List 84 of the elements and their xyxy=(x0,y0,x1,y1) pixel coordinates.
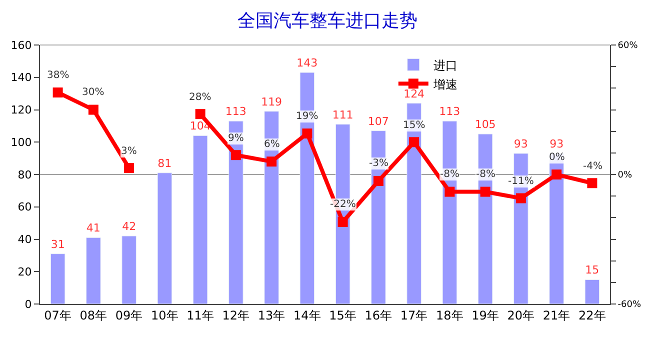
data-label: 143 xyxy=(296,56,318,70)
bar xyxy=(192,135,208,304)
data-label: -4% xyxy=(583,161,602,172)
bar xyxy=(50,254,66,304)
data-label: 111 xyxy=(332,108,354,122)
x-tick-label: 12年 xyxy=(222,308,250,322)
x-tick-label: 16年 xyxy=(364,308,392,322)
point xyxy=(409,137,420,148)
x-tick-label: 10年 xyxy=(151,308,178,322)
x-tick-label: 20年 xyxy=(507,308,535,322)
data-label: -3% xyxy=(369,158,388,169)
y-tick-label: 20 xyxy=(18,265,32,278)
x-tick-label: 17年 xyxy=(400,308,428,322)
y-tick-label: 160 xyxy=(10,38,32,52)
legend-label: 进口 xyxy=(433,58,458,72)
y-tick-label: 100 xyxy=(10,136,32,149)
data-label: -11% xyxy=(508,176,534,187)
y-tick-label: 140 xyxy=(10,71,32,84)
chart-title: 全国汽车整车进口走势 xyxy=(238,10,418,32)
bar xyxy=(584,279,600,304)
x-tick-label: 22年 xyxy=(578,308,606,322)
bar xyxy=(157,172,172,304)
x-tick-label: 13年 xyxy=(258,308,286,322)
data-label: 93 xyxy=(514,137,528,150)
point xyxy=(480,186,490,197)
y-tick-label: 60 xyxy=(18,200,32,214)
x-tick-label: 14年 xyxy=(294,308,321,322)
x-tick-label: 07年 xyxy=(44,308,72,322)
point xyxy=(587,178,598,188)
data-label: 15% xyxy=(403,120,426,131)
data-label: 6% xyxy=(264,139,280,150)
data-label: 30% xyxy=(82,87,104,98)
data-label: -22% xyxy=(330,199,356,210)
point xyxy=(124,163,134,174)
point xyxy=(338,216,348,227)
legend-label: 增速 xyxy=(432,77,458,92)
point xyxy=(516,193,526,204)
data-label: 81 xyxy=(158,156,172,170)
point xyxy=(552,170,562,180)
point xyxy=(230,150,241,160)
y-tick-label: 120 xyxy=(10,104,32,117)
data-label: 0% xyxy=(549,152,565,163)
y2-tick-label: 0% xyxy=(618,170,633,181)
point xyxy=(373,176,384,186)
y-tick-label: 0 xyxy=(24,298,32,311)
data-label: 15 xyxy=(585,264,600,277)
x-tick-label: 21年 xyxy=(542,308,570,322)
data-label: -8% xyxy=(440,169,460,180)
y2-tick-label: 60% xyxy=(618,41,638,52)
y2-tick-label: -60% xyxy=(618,300,642,310)
data-label: 107 xyxy=(368,114,389,128)
bar xyxy=(264,111,279,304)
point xyxy=(52,87,63,98)
bar xyxy=(122,236,136,304)
data-label: 105 xyxy=(474,118,496,132)
x-tick-label: 19年 xyxy=(472,308,499,322)
data-label: 113 xyxy=(225,105,246,118)
data-label: 9% xyxy=(228,133,244,144)
data-label: 93 xyxy=(550,137,564,150)
y-tick-label: 80 xyxy=(18,168,32,182)
data-label: 19% xyxy=(296,111,318,122)
data-label: 113 xyxy=(439,105,460,118)
data-label: 124 xyxy=(404,87,425,100)
x-tick-label: 15年 xyxy=(329,308,356,322)
point xyxy=(88,104,98,115)
point xyxy=(444,186,455,197)
data-label: 38% xyxy=(47,70,70,81)
x-tick-label: 18年 xyxy=(436,308,464,322)
point xyxy=(266,156,277,167)
data-label: 42 xyxy=(122,220,136,234)
y-tick-label: 40 xyxy=(18,233,32,246)
bar xyxy=(228,120,244,304)
point xyxy=(195,109,206,120)
data-label: 119 xyxy=(261,95,282,108)
x-tick-label: 08年 xyxy=(80,308,108,322)
point xyxy=(302,128,312,138)
data-label: -8% xyxy=(476,169,496,180)
bar xyxy=(86,237,101,304)
data-label: 3% xyxy=(121,146,137,157)
data-label: 28% xyxy=(189,92,212,103)
data-label: 41 xyxy=(86,222,100,235)
data-label: 31 xyxy=(50,238,65,251)
x-tick-label: 11年 xyxy=(186,308,214,322)
x-tick-label: 09年 xyxy=(115,308,143,322)
